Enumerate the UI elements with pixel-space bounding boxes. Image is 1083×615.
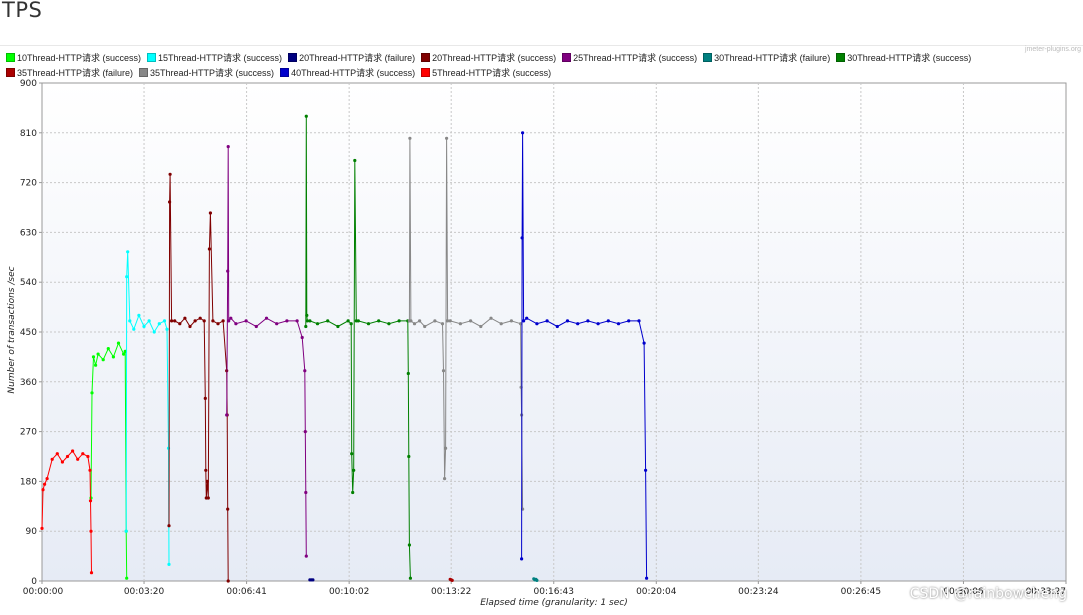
legend-swatch	[703, 53, 713, 62]
legend-label: 30Thread-HTTP请求 (success)	[847, 53, 972, 63]
legend-swatch	[421, 53, 431, 62]
chart-panel: 10Thread-HTTP请求 (success) 15Thread-HTTP请求…	[0, 45, 1083, 615]
legend-swatch	[836, 53, 846, 62]
legend-item[interactable]: 35Thread-HTTP请求 (failure)	[6, 66, 133, 81]
legend-item[interactable]: 30Thread-HTTP请求 (success)	[836, 51, 971, 66]
legend-swatch	[421, 68, 431, 77]
legend-swatch	[562, 53, 572, 62]
legend-swatch	[6, 68, 15, 77]
legend-label: 35Thread-HTTP请求 (success)	[150, 68, 275, 78]
legend-label: 10Thread-HTTP请求 (success)	[17, 53, 142, 63]
legend-item[interactable]: 20Thread-HTTP请求 (failure)	[288, 51, 415, 66]
legend-label: 30Thread-HTTP请求 (failure)	[714, 53, 831, 63]
legend-swatch	[139, 68, 149, 77]
site-tag: jmeter-plugins.org	[1024, 46, 1081, 53]
legend-label: 25Thread-HTTP请求 (success)	[573, 53, 698, 63]
legend-swatch	[6, 53, 15, 62]
legend-item[interactable]: 30Thread-HTTP请求 (failure)	[703, 51, 830, 66]
legend-item[interactable]: 35Thread-HTTP请求 (success)	[139, 66, 274, 81]
legend-item[interactable]: 5Thread-HTTP请求 (success)	[421, 66, 551, 81]
legend-label: 5Thread-HTTP请求 (success)	[432, 68, 552, 78]
legend-item[interactable]: 25Thread-HTTP请求 (success)	[562, 51, 697, 66]
legend-item[interactable]: 15Thread-HTTP请求 (success)	[147, 51, 282, 66]
legend-swatch	[288, 53, 298, 62]
legend-label: 20Thread-HTTP请求 (success)	[432, 53, 557, 63]
legend-label: 20Thread-HTTP请求 (failure)	[299, 53, 416, 63]
legend-item[interactable]: 40Thread-HTTP请求 (success)	[280, 66, 415, 81]
page-title: TPS	[2, 0, 43, 22]
legend-swatch	[280, 68, 290, 77]
chart-legend: 10Thread-HTTP请求 (success) 15Thread-HTTP请求…	[6, 51, 1016, 81]
legend-label: 15Thread-HTTP请求 (success)	[158, 53, 283, 63]
legend-label: 40Thread-HTTP请求 (success)	[291, 68, 416, 78]
legend-item[interactable]: 20Thread-HTTP请求 (success)	[421, 51, 556, 66]
legend-label: 35Thread-HTTP请求 (failure)	[17, 68, 134, 78]
watermark: CSDN @rainbowcheng	[909, 586, 1067, 602]
legend-item[interactable]: 10Thread-HTTP请求 (success)	[6, 51, 141, 66]
legend-swatch	[147, 53, 157, 62]
